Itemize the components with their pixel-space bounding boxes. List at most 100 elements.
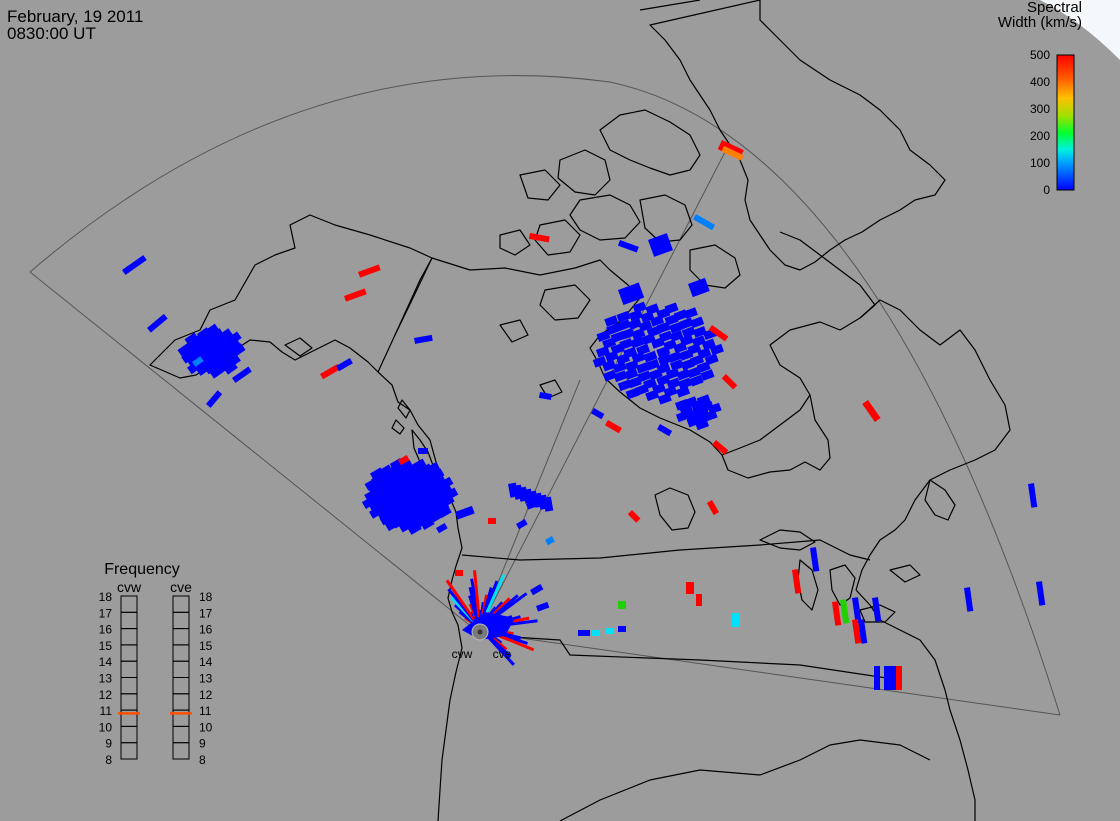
echo-cell bbox=[620, 327, 635, 340]
echo-cell bbox=[177, 343, 192, 357]
echo-cell bbox=[693, 214, 716, 231]
frequency-cell bbox=[172, 725, 190, 744]
echo-cell bbox=[732, 613, 740, 627]
frequency-cell bbox=[120, 660, 138, 679]
echo-cell bbox=[538, 392, 552, 400]
radar-sites: cvw cve bbox=[452, 623, 512, 661]
frequency-cell bbox=[120, 693, 138, 711]
echo-cell bbox=[679, 334, 694, 347]
colorbar-tick-label: 500 bbox=[1030, 48, 1050, 62]
echo-cell bbox=[209, 328, 225, 342]
echo-cell bbox=[604, 315, 619, 327]
frequency-cell bbox=[120, 644, 138, 662]
echo-cell bbox=[628, 309, 643, 322]
echo-cell bbox=[184, 332, 199, 346]
echo-cell bbox=[204, 360, 219, 375]
radar-label-cve: cve bbox=[493, 647, 512, 661]
echo-cell bbox=[615, 353, 630, 365]
echo-cell bbox=[707, 402, 722, 415]
frequency-cell bbox=[172, 693, 190, 711]
echo-cell bbox=[617, 240, 639, 253]
echo-cell bbox=[700, 369, 715, 381]
colorbar-title-line2: Width (km/s) bbox=[997, 14, 1082, 31]
coastlines bbox=[149, 0, 1011, 821]
frequency-tick-label: 14 bbox=[199, 655, 213, 669]
echo-cell bbox=[368, 498, 383, 512]
echo-cell bbox=[839, 599, 850, 624]
frequency-tick-label: 15 bbox=[199, 639, 213, 653]
echo-cell bbox=[418, 448, 428, 454]
frequency-cell bbox=[120, 628, 138, 646]
echo-cell bbox=[618, 282, 645, 306]
echo-cell bbox=[686, 366, 702, 379]
echo-cell bbox=[657, 424, 673, 437]
frequency-tick-label: 8 bbox=[199, 753, 206, 767]
frequency-cell bbox=[172, 677, 190, 695]
frequency-tick-label: 17 bbox=[199, 606, 213, 620]
echo-cell bbox=[592, 630, 600, 636]
echo-cell bbox=[669, 359, 684, 371]
frequency-tick-label: 9 bbox=[199, 737, 206, 751]
echo-cell bbox=[667, 351, 682, 363]
echo-cell bbox=[686, 582, 694, 594]
echo-cell bbox=[697, 347, 712, 360]
echo-cell bbox=[379, 512, 394, 526]
echo-cell bbox=[617, 379, 632, 392]
echo-cell bbox=[624, 368, 639, 380]
colorbar-tick-label: 100 bbox=[1030, 156, 1050, 170]
echo-cell bbox=[612, 361, 627, 374]
echo-cell bbox=[364, 478, 379, 492]
echo-cell bbox=[526, 500, 538, 510]
echo-cell bbox=[412, 458, 427, 472]
echo-cell bbox=[695, 418, 710, 431]
echo-cell bbox=[605, 419, 622, 434]
echo-cell bbox=[706, 500, 719, 516]
echo-cell bbox=[643, 350, 658, 363]
echo-cell bbox=[669, 321, 684, 334]
echo-cell bbox=[455, 570, 463, 576]
echo-cell bbox=[632, 301, 647, 314]
echo-cell bbox=[543, 496, 554, 512]
echo-cell bbox=[664, 302, 679, 315]
corner-wedge bbox=[1040, 0, 1120, 60]
echo-cell bbox=[196, 362, 211, 376]
echo-cell bbox=[455, 505, 475, 520]
echo-cell bbox=[369, 505, 384, 519]
echo-cell bbox=[676, 386, 691, 398]
date-label: February, 19 2011 bbox=[7, 7, 144, 26]
echo-cell bbox=[606, 323, 621, 336]
echo-cell bbox=[320, 364, 341, 380]
echo-cell bbox=[398, 455, 410, 466]
echo-cell bbox=[618, 601, 626, 609]
frequency-tick-label: 18 bbox=[199, 590, 213, 604]
echo-cell bbox=[425, 461, 441, 475]
frequency-column-title: cve bbox=[170, 579, 192, 595]
echo-cell bbox=[602, 369, 617, 382]
frequency-tick-label: 12 bbox=[199, 688, 213, 702]
echo-cell bbox=[516, 519, 528, 530]
echo-cell bbox=[666, 377, 681, 390]
echo-cell bbox=[431, 475, 447, 489]
frequency-tick-label: 11 bbox=[199, 704, 212, 718]
time-label: 0830:00 UT bbox=[7, 24, 96, 43]
echo-cell bbox=[658, 330, 673, 343]
echo-cell bbox=[884, 666, 890, 690]
spectral-width-colorbar: 500 400 300 200 100 0 bbox=[1030, 48, 1075, 197]
echo-cell bbox=[122, 255, 147, 275]
echo-cell bbox=[792, 569, 802, 594]
echo-cell bbox=[852, 619, 862, 644]
echo-cell bbox=[223, 361, 238, 375]
frequency-tick-label: 16 bbox=[199, 623, 213, 637]
echo-cell bbox=[414, 334, 433, 344]
echo-cell bbox=[638, 320, 653, 332]
echo-cell bbox=[656, 374, 671, 387]
echo-cell bbox=[420, 517, 435, 531]
echo-cell bbox=[683, 307, 698, 319]
radar-label-cvw: cvw bbox=[452, 647, 473, 661]
echo-cell bbox=[528, 232, 550, 243]
echo-cell bbox=[871, 597, 882, 622]
radar-echoes bbox=[122, 139, 1046, 690]
echo-cell bbox=[676, 368, 691, 381]
colorbar-title: Spectral Width (km/s) bbox=[998, 0, 1082, 30]
echo-cell bbox=[398, 519, 414, 533]
